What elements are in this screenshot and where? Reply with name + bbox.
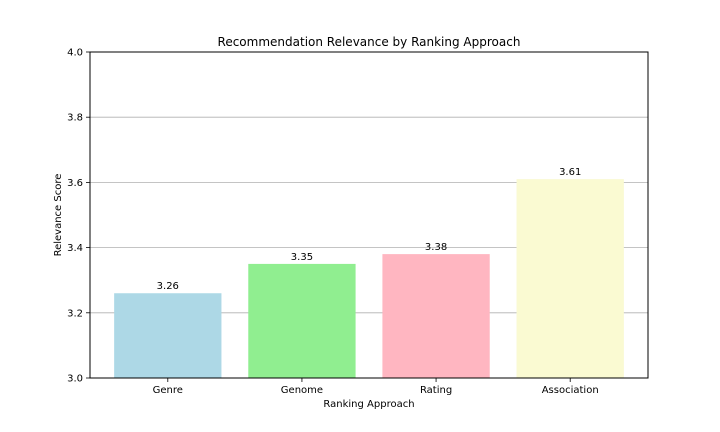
x-tick-label: Association: [542, 385, 599, 396]
data-labels: 3.26 3.35 3.38 3.61: [157, 167, 582, 292]
y-tick-label: 3.2: [67, 308, 83, 319]
chart-title: Recommendation Relevance by Ranking Appr…: [218, 35, 521, 49]
plot-area-frame: [89, 51, 649, 379]
data-label: 3.61: [559, 167, 581, 178]
bar-genome: [248, 263, 356, 378]
x-axis-ticks: Genre Genome Rating Association: [153, 378, 599, 396]
y-axis-ticks: 3.0 3.2 3.4 3.6 3.8 4.0: [67, 48, 90, 385]
bar-genre: [114, 293, 222, 378]
y-tick-label: 3.4: [67, 243, 83, 254]
data-label: 3.38: [425, 242, 447, 253]
x-axis-title: Ranking Approach: [323, 399, 414, 410]
data-label: 3.35: [291, 252, 313, 263]
bar-rating: [382, 254, 490, 378]
bars: [114, 179, 624, 378]
y-tick-label: 3.6: [67, 178, 83, 189]
bar-association: [516, 179, 624, 378]
y-tick-label: 4.0: [67, 48, 83, 59]
y-tick-label: 3.8: [67, 113, 83, 124]
data-label: 3.26: [157, 281, 179, 292]
y-tick-label: 3.0: [67, 374, 83, 385]
x-tick-label: Genre: [153, 385, 183, 396]
x-tick-label: Genome: [281, 385, 323, 396]
y-axis-title: Relevance Score: [53, 174, 64, 257]
x-tick-label: Rating: [420, 385, 452, 396]
